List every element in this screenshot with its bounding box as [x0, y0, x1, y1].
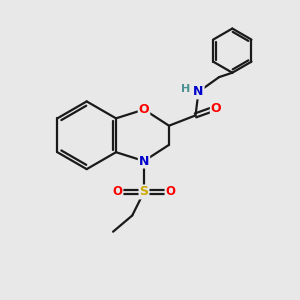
Text: O: O: [112, 185, 122, 199]
Text: S: S: [140, 185, 148, 199]
Text: H: H: [182, 85, 191, 94]
Text: O: O: [166, 185, 176, 199]
Text: N: N: [139, 154, 149, 167]
Text: O: O: [211, 101, 221, 115]
Text: O: O: [139, 103, 149, 116]
Text: N: N: [193, 85, 204, 98]
